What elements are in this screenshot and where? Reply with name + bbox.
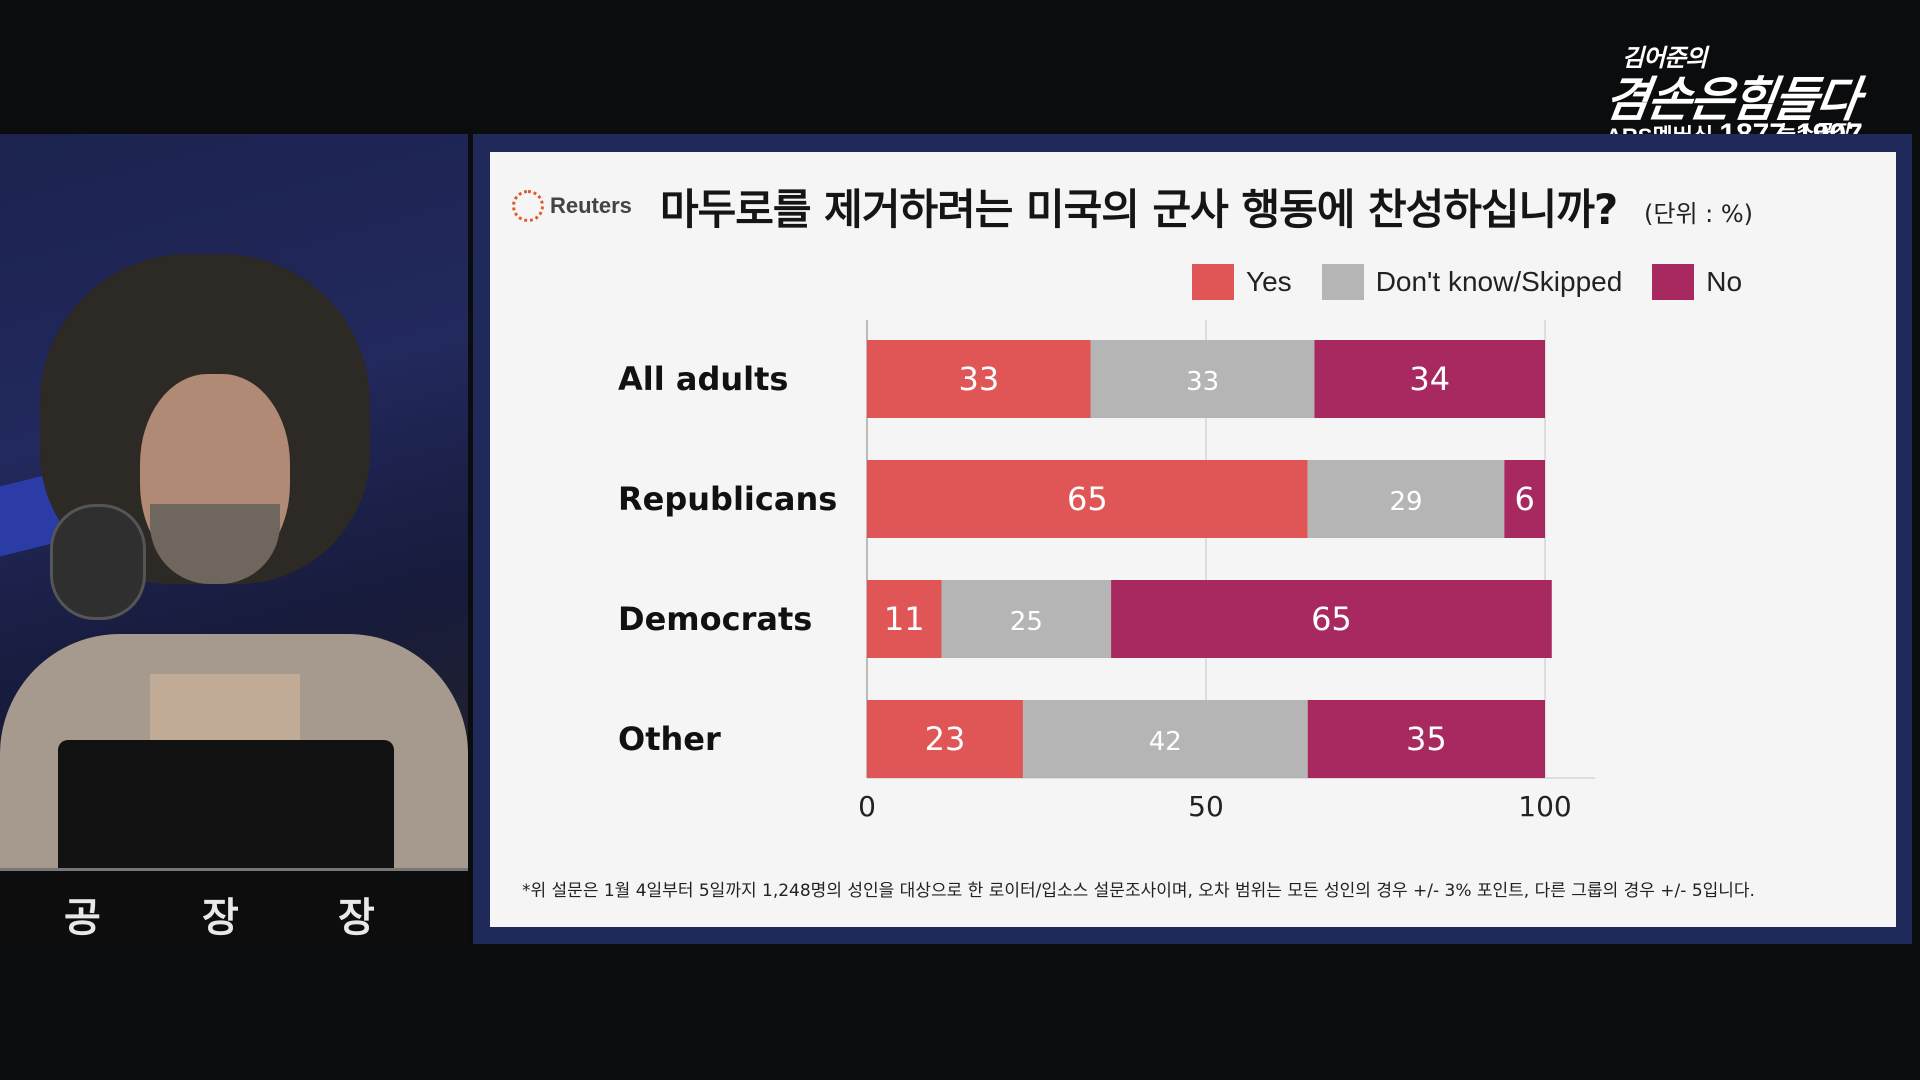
legend-item: Yes: [1192, 264, 1292, 300]
reuters-brand: Reuters: [512, 188, 632, 224]
desk-sign-char: 장: [202, 895, 239, 941]
bar-segment: [1090, 340, 1315, 418]
bar-segment: [867, 700, 1023, 778]
category-label: All adults: [618, 360, 788, 398]
category-label: Other: [618, 720, 721, 758]
bar-segment: [1111, 580, 1552, 658]
data-label: 23: [925, 720, 966, 758]
bar-segment: [867, 460, 1308, 538]
legend-label: Yes: [1246, 266, 1292, 297]
chart-title: 마두로를 제거하려는 미국의 군사 행동에 찬성하십니까?: [660, 185, 1618, 234]
data-label: 33: [1186, 367, 1219, 397]
microphone-icon: [50, 504, 146, 620]
legend-label: Don't know/Skipped: [1375, 266, 1623, 297]
legend-item: Don't know/Skipped: [1321, 264, 1623, 300]
laptop: [58, 740, 394, 880]
data-label: 35: [1406, 720, 1447, 758]
logo-host-name: 김어준의: [1622, 44, 1707, 72]
bar-segment: [1022, 700, 1308, 778]
legend-label: No: [1706, 266, 1743, 297]
data-label: 34: [1409, 360, 1450, 398]
reuters-logo-icon: [512, 190, 544, 222]
data-label: 11: [884, 600, 925, 638]
data-label: 6: [1514, 480, 1534, 518]
x-tick-label: 100: [1518, 790, 1571, 823]
brand-label: Reuters: [550, 193, 632, 218]
desk-sign-char: 장: [338, 895, 375, 941]
desk-nameplate: 공 장 장: [0, 868, 468, 944]
data-label: 65: [1067, 480, 1108, 518]
category-label: Democrats: [618, 600, 812, 638]
legend-swatch: [1652, 264, 1695, 300]
x-tick-label: 0: [858, 790, 876, 823]
data-label: 33: [959, 360, 1000, 398]
category-label: Republicans: [618, 480, 837, 518]
bar-segment: [941, 580, 1112, 658]
data-label: 65: [1311, 600, 1352, 638]
survey-footnote: *위 설문은 1월 4일부터 5일까지 1,248명의 성인을 대상으로 한 로…: [522, 881, 1755, 901]
host-camera-feed: 공 장 장: [0, 134, 468, 944]
bar-segment: [1307, 700, 1545, 778]
desk-sign-char: 공: [64, 895, 101, 941]
bar-segment: [867, 340, 1091, 418]
x-tick-label: 50: [1188, 790, 1224, 823]
legend-item: No: [1652, 264, 1742, 300]
chart-legend: Yes Don't know/Skipped No: [1192, 264, 1772, 300]
unit-label: (단위 : %): [1644, 200, 1754, 228]
legend-swatch: [1192, 264, 1234, 300]
bar-segment: [867, 580, 942, 658]
data-label: 29: [1389, 487, 1422, 517]
poll-slide: Reuters 마두로를 제거하려는 미국의 군사 행동에 찬성하십니까? (단…: [490, 152, 1896, 927]
data-label: 42: [1149, 727, 1182, 757]
bar-segment: [1504, 460, 1545, 538]
bar-segment: [1314, 340, 1545, 418]
legend-swatch: [1321, 264, 1364, 300]
bar-segment: [1307, 460, 1505, 538]
data-label: 25: [1010, 607, 1043, 637]
stacked-bar-chart: 0 50 100 All adults 33 33 34 Republicans 65 29 6 De…: [618, 320, 1595, 823]
